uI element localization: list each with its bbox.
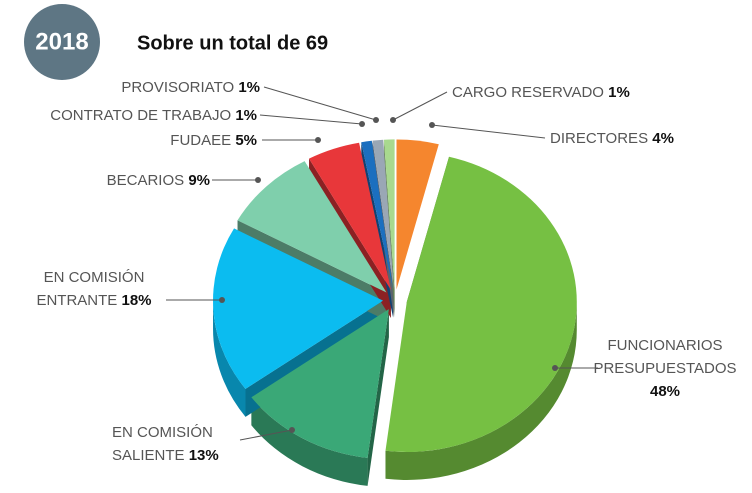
leader-dot: [373, 117, 379, 123]
chart-title: Sobre un total de 69: [137, 32, 328, 54]
slice-label: FUDAEE 5%: [60, 129, 257, 152]
category-name: DIRECTORES: [550, 130, 649, 147]
slice: [385, 156, 577, 452]
tops: [213, 139, 577, 458]
slice: [309, 142, 391, 291]
slice-side: [213, 300, 246, 417]
slice: [213, 228, 384, 389]
value-label: 48%: [649, 383, 681, 400]
category-name: CONTRATO DE TRABAJO: [50, 107, 232, 124]
slice: [396, 139, 439, 290]
leader-dot: [315, 137, 321, 143]
value-label: 1%: [238, 79, 260, 96]
leader-line: [259, 114, 363, 125]
value-label: 4%: [652, 130, 674, 147]
slice: [372, 139, 394, 290]
slice: [361, 140, 394, 290]
slice-label: EN COMISIÓN SALIENTE 13%: [112, 421, 244, 467]
slice-side: [385, 301, 577, 480]
category-name: EN COMISIÓN ENTRANTE: [36, 269, 145, 309]
leader-dot: [255, 177, 261, 183]
slice: [251, 309, 389, 458]
category-name: BECARIOS: [106, 172, 185, 189]
leader-line: [431, 124, 546, 139]
slice-label: BECARIOS 9%: [40, 169, 210, 192]
value-label: 18%: [121, 292, 152, 309]
value-label: 1%: [608, 84, 630, 101]
category-name: EN COMISIÓN SALIENTE: [112, 424, 213, 464]
slice-label: PROVISORIATO 1%: [20, 76, 260, 99]
slice: [383, 139, 395, 290]
category-name: FUDAEE: [170, 132, 232, 149]
year-badge: [24, 4, 100, 80]
leader-line: [239, 429, 293, 441]
value-label: 5%: [235, 132, 257, 149]
leader-dot: [552, 365, 558, 371]
value-label: 9%: [188, 172, 210, 189]
category-name: CARGO RESERVADO: [452, 84, 604, 101]
slice-cut: [367, 309, 389, 486]
slice-label: CARGO RESERVADO 1%: [452, 81, 672, 104]
slice-label: DIRECTORES 4%: [550, 127, 710, 150]
value-label: 1%: [235, 107, 257, 124]
category-name: PROVISORIATO: [121, 79, 235, 96]
slice-side: [251, 397, 368, 486]
leader-dot: [359, 121, 365, 127]
leader-dot: [289, 427, 295, 433]
leader-line: [392, 91, 448, 121]
value-label: 13%: [188, 447, 219, 464]
leader-dot: [219, 297, 225, 303]
leader-dot: [429, 122, 435, 128]
year: 2018: [35, 28, 88, 55]
slice-label: FUNCIONARIOS PRESUPUESTADOS 48%: [585, 334, 745, 403]
slice-label: CONTRATO DE TRABAJO 1%: [0, 104, 257, 127]
leader-line: [263, 86, 377, 121]
category-name: FUNCIONARIOS PRESUPUESTADOS: [593, 337, 737, 377]
slice: [237, 161, 387, 293]
leader-dot: [390, 117, 396, 123]
slice-label: EN COMISIÓN ENTRANTE 18%: [20, 266, 168, 312]
